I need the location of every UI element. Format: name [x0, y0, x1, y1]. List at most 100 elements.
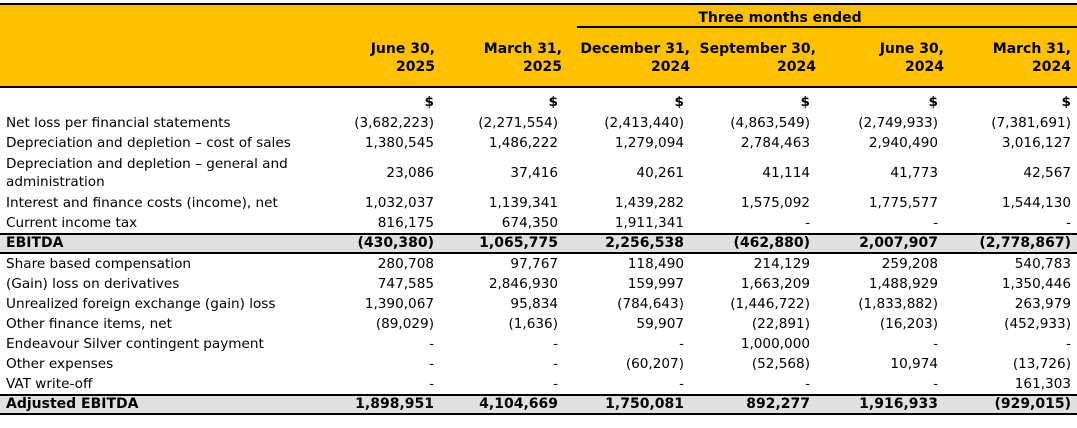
cell-value: 892,277 [690, 394, 816, 415]
cell-value: 3,016,127 [1001, 134, 1071, 151]
cell-value: 1,663,209 [740, 275, 810, 292]
cell-value: 41,773 [890, 164, 938, 181]
cell-value: - [429, 335, 434, 352]
cell-value: (929,015) [944, 394, 1077, 415]
cell-value: 2,940,490 [868, 134, 938, 151]
cell-value: (462,880) [690, 233, 816, 254]
row-label: Depreciation and depletion – cost of sal… [6, 134, 291, 151]
column-header-jun-2025: June 30, 2025 [335, 40, 435, 76]
cell-value: (16,203) [879, 315, 938, 332]
cell-value: - [679, 335, 684, 352]
cell-value: 59,907 [636, 315, 684, 332]
cell-value: 263,979 [1014, 295, 1071, 312]
row-label: Adjusted EBITDA [0, 394, 302, 415]
cell-value: 40,261 [636, 164, 684, 181]
currency-symbol: $ [1061, 93, 1071, 110]
cell-value: - [805, 375, 810, 392]
cell-value: (60,207) [625, 355, 684, 372]
column-header-jun-2024: June 30, 2024 [830, 40, 944, 76]
cell-value: (2,778,867) [944, 233, 1077, 254]
cell-value: 1,000,000 [740, 335, 810, 352]
cell-value: 540,783 [1014, 255, 1071, 272]
table-row: Depreciation and depletion – general and… [0, 153, 1077, 193]
column-header-line1: March 31, [483, 41, 562, 57]
cell-value: 1,279,094 [614, 134, 684, 151]
cell-value: 674,350 [501, 214, 558, 231]
cell-value: - [553, 335, 558, 352]
column-header-line1: December 31, [580, 41, 690, 57]
row-label: Depreciation and depletion – general and… [6, 156, 288, 190]
header-top-rule [0, 3, 1077, 5]
currency-symbol: $ [424, 93, 434, 110]
column-header-line2: 2024 [1032, 59, 1071, 75]
row-label: Endeavour Silver contingent payment [6, 335, 264, 352]
column-header-dec-2024: December 31, 2024 [560, 40, 690, 76]
column-header-line1: March 31, [992, 41, 1071, 57]
row-label: Current income tax [6, 214, 138, 231]
adjusted-ebitda-total-row: Adjusted EBITDA 1,898,951 4,104,669 1,75… [0, 394, 1077, 415]
cell-value: 1,911,341 [614, 214, 684, 231]
cell-value: 2,256,538 [564, 233, 690, 254]
cell-value: 1,032,037 [364, 194, 434, 211]
cell-value: (13,726) [1012, 355, 1071, 372]
cell-value: 747,585 [377, 275, 434, 292]
cell-value: (89,029) [375, 315, 434, 332]
cell-value: 214,129 [753, 255, 810, 272]
row-label: EBITDA [0, 233, 302, 254]
cell-value: 1,916,933 [816, 394, 944, 415]
cell-value: (2,271,554) [478, 114, 558, 131]
cell-value: 1,898,951 [302, 394, 440, 415]
table-row: Unrealized foreign exchange (gain) loss … [0, 294, 1077, 314]
cell-value: (52,568) [751, 355, 810, 372]
cell-value: - [553, 375, 558, 392]
cell-value: - [429, 375, 434, 392]
cell-value: 159,997 [627, 275, 684, 292]
cell-value: 1,380,545 [364, 134, 434, 151]
table-row: Net loss per financial statements (3,682… [0, 113, 1077, 133]
cell-value: - [933, 335, 938, 352]
header-background [0, 3, 1077, 88]
column-header-line1: June 30, [879, 41, 944, 57]
cell-value: 161,303 [1014, 375, 1071, 392]
row-label: Other finance items, net [6, 315, 172, 332]
cell-value: 23,086 [386, 164, 434, 181]
cell-value: 1,750,081 [564, 394, 690, 415]
table-row: Current income tax 816,175 674,350 1,911… [0, 213, 1077, 234]
cell-value: 259,208 [881, 255, 938, 272]
cell-value: (452,933) [1004, 315, 1071, 332]
column-header-mar-2024: March 31, 2024 [955, 40, 1071, 76]
cell-value: (1,636) [508, 315, 558, 332]
column-header-line2: 2025 [396, 59, 435, 75]
column-header-line1: September 30, [699, 41, 816, 57]
cell-value: 1,350,446 [1001, 275, 1071, 292]
column-header-line2: 2024 [905, 59, 944, 75]
cell-value: 1,488,929 [868, 275, 938, 292]
cell-value: 1,486,222 [488, 134, 558, 151]
cell-value: (1,446,722) [730, 295, 810, 312]
cell-value: 37,416 [510, 164, 558, 181]
cell-value: 2,784,463 [740, 134, 810, 151]
row-label: Unrealized foreign exchange (gain) loss [6, 295, 276, 312]
cell-value: 1,575,092 [740, 194, 810, 211]
column-header-line2: 2024 [651, 59, 690, 75]
ebitda-reconciliation-table: $ $ $ $ $ $ Net loss per financial state… [0, 91, 1077, 415]
period-span-title: Three months ended [698, 10, 862, 26]
cell-value: 41,114 [762, 164, 810, 181]
column-header-line1: June 30, [370, 41, 435, 57]
cell-value: 1,775,577 [868, 194, 938, 211]
row-label: Net loss per financial statements [6, 114, 231, 131]
cell-value: 1,439,282 [614, 194, 684, 211]
table-row: VAT write-off - - - - - 161,303 [0, 374, 1077, 395]
cell-value: (7,381,691) [991, 114, 1071, 131]
table-row: (Gain) loss on derivatives 747,585 2,846… [0, 274, 1077, 294]
column-header-line2: 2024 [777, 59, 816, 75]
cell-value: (2,413,440) [604, 114, 684, 131]
currency-row: $ $ $ $ $ $ [0, 91, 1077, 113]
ebitda-total-row: EBITDA (430,380) 1,065,775 2,256,538 (46… [0, 233, 1077, 254]
column-header-sep-2024: September 30, 2024 [690, 40, 816, 76]
cell-value: (1,833,882) [858, 295, 938, 312]
cell-value: (22,891) [751, 315, 810, 332]
column-header-mar-2025: March 31, 2025 [440, 40, 562, 76]
table-row: Share based compensation 280,708 97,767 … [0, 253, 1077, 274]
table-row: Interest and finance costs (income), net… [0, 193, 1077, 213]
